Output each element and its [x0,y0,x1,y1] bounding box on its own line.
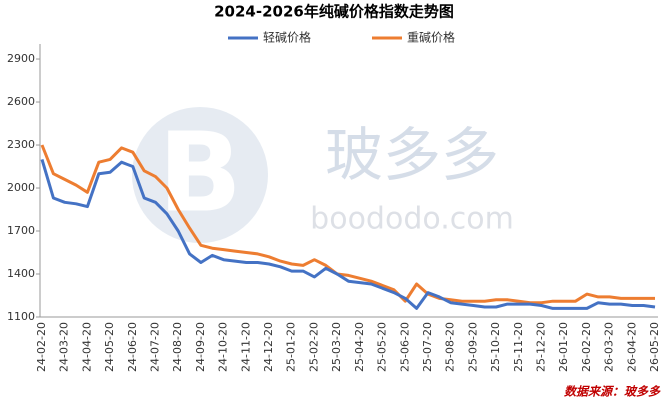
watermark-brand: 玻多多 [325,121,499,189]
x-tick-label: 25-12-20 [534,322,547,372]
x-tick-label: 25-11-20 [512,322,525,372]
x-tick-label: 25-09-20 [466,322,479,372]
x-tick-label: 26-05-20 [648,322,661,372]
x-tick-label: 24-09-20 [194,322,207,372]
series-line [40,144,655,305]
y-tick-label: 1700 [7,224,35,237]
x-tick-label: 25-10-20 [489,322,502,372]
x-tick-label: 26-02-20 [580,322,593,372]
watermark-logo [132,107,268,243]
x-tick-label: 25-02-20 [307,322,320,372]
y-tick-label: 2000 [7,181,35,194]
x-tick-label: 24-05-20 [103,322,116,372]
x-tick-label: 25-07-20 [421,322,434,372]
y-tick-label: 1100 [7,310,35,323]
x-tick-label: 24-08-20 [171,322,184,372]
x-tick-label: 25-08-20 [444,322,457,372]
x-tick-label: 24-07-20 [149,322,162,372]
x-tick-label: 24-11-20 [239,322,252,372]
x-tick-label: 25-01-20 [285,322,298,372]
watermark-site: boododo.com [310,202,514,237]
x-tick-label: 25-05-20 [376,322,389,372]
x-tick-label: 24-02-20 [35,322,48,372]
y-tick-label: 2300 [7,138,35,151]
x-tick-label: 25-04-20 [353,322,366,372]
y-tick-label: 1400 [7,267,35,280]
chart-title: 2024-2026年纯碱价格指数走势图 [214,3,454,21]
x-tick-label: 25-03-20 [330,322,343,372]
x-tick-label: 24-04-20 [80,322,93,372]
y-tick-label: 2600 [7,95,35,108]
watermark-letter: B [158,108,242,236]
x-tick-label: 24-10-20 [217,322,230,372]
x-tick-label: 26-03-20 [603,322,616,372]
y-tick-label: 2900 [7,52,35,65]
x-tick-label: 24-03-20 [58,322,71,372]
x-tick-label: 26-04-20 [625,322,638,372]
x-tick-label: 25-06-20 [398,322,411,372]
legend-label: 重碱价格 [407,30,455,45]
source: 数据来源：玻多多 [564,385,661,399]
series-line [40,158,656,310]
watermark: B 玻多多 boododo.com [132,107,514,243]
x-tick-label: 24-06-20 [126,322,139,372]
x-tick-label: 26-01-20 [557,322,570,372]
legend-label: 轻碱价格 [263,30,311,45]
x-tick-label: 24-12-20 [262,322,275,372]
